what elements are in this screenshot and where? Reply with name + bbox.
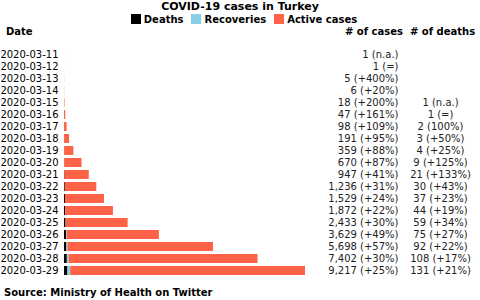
svg-text:670 (+87%): 670 (+87%) bbox=[338, 157, 399, 168]
svg-text:947 (+41%): 947 (+41%) bbox=[338, 169, 399, 180]
svg-text:2020-03-18: 2020-03-18 bbox=[0, 133, 58, 144]
svg-text:2020-03-16: 2020-03-16 bbox=[0, 109, 58, 120]
svg-text:2020-03-28: 2020-03-28 bbox=[0, 253, 58, 264]
svg-text:44 (+19%): 44 (+19%) bbox=[413, 205, 467, 216]
svg-text:2020-03-25: 2020-03-25 bbox=[0, 217, 58, 228]
svg-text:2020-03-22: 2020-03-22 bbox=[0, 181, 58, 192]
svg-text:2020-03-13: 2020-03-13 bbox=[0, 73, 58, 84]
svg-text:2020-03-24: 2020-03-24 bbox=[0, 205, 58, 216]
svg-text:1 (n.a.): 1 (n.a.) bbox=[362, 49, 398, 60]
svg-text:47 (+161%): 47 (+161%) bbox=[338, 109, 399, 120]
svg-text:2 (100%): 2 (100%) bbox=[418, 121, 464, 132]
svg-text:98 (+109%): 98 (+109%) bbox=[338, 121, 399, 132]
html-text:Active cases: Active cases bbox=[287, 14, 358, 25]
svg-text:2020-03-21: 2020-03-21 bbox=[0, 169, 58, 180]
svg-text:6 (+20%): 6 (+20%) bbox=[351, 85, 399, 96]
svg-text:1,529 (+24%): 1,529 (+24%) bbox=[328, 193, 398, 204]
svg-text:2020-03-20: 2020-03-20 bbox=[0, 157, 58, 168]
svg-text:2020-03-14: 2020-03-14 bbox=[0, 85, 58, 96]
svg-text:4 (+25%): 4 (+25%) bbox=[417, 145, 465, 156]
svg-text:1,872 (+22%): 1,872 (+22%) bbox=[328, 205, 398, 216]
svg-text:75 (+27%): 75 (+27%) bbox=[413, 229, 467, 240]
svg-text:92 (+22%): 92 (+22%) bbox=[413, 241, 467, 252]
svg-text:131 (+21%): 131 (+21%) bbox=[410, 265, 471, 276]
svg-text:18 (+200%): 18 (+200%) bbox=[338, 97, 399, 108]
svg-text:1 (=): 1 (=) bbox=[428, 109, 454, 120]
html-text:COVID-19 cases in Turkey: COVID-19 cases in Turkey bbox=[161, 0, 319, 13]
svg-text:59 (+34%): 59 (+34%) bbox=[413, 217, 467, 228]
svg-text:108 (+17%): 108 (+17%) bbox=[410, 253, 471, 264]
svg-text:9 (+125%): 9 (+125%) bbox=[413, 157, 467, 168]
html-text:# of deaths: # of deaths bbox=[410, 26, 476, 37]
svg-text:9,217 (+25%): 9,217 (+25%) bbox=[328, 265, 398, 276]
svg-text:2,433 (+30%): 2,433 (+30%) bbox=[328, 217, 398, 228]
svg-text:5 (+400%): 5 (+400%) bbox=[344, 73, 398, 84]
svg-text:7,402 (+30%): 7,402 (+30%) bbox=[328, 253, 398, 264]
svg-text:30 (+43%): 30 (+43%) bbox=[413, 181, 467, 192]
svg-text:1 (=): 1 (=) bbox=[373, 61, 399, 72]
svg-text:2020-03-15: 2020-03-15 bbox=[0, 97, 58, 108]
html-text:Recoveries: Recoveries bbox=[204, 14, 267, 25]
svg-text:5,698 (+57%): 5,698 (+57%) bbox=[328, 241, 398, 252]
html-text:Date: Date bbox=[6, 26, 33, 37]
svg-text:21 (+133%): 21 (+133%) bbox=[410, 169, 471, 180]
svg-text:2020-03-11: 2020-03-11 bbox=[0, 49, 58, 60]
svg-text:37 (+23%): 37 (+23%) bbox=[413, 193, 467, 204]
svg-text:359 (+88%): 359 (+88%) bbox=[338, 145, 399, 156]
svg-text:2020-03-12: 2020-03-12 bbox=[0, 61, 58, 72]
svg-text:2020-03-29: 2020-03-29 bbox=[0, 265, 58, 276]
html-text:# of cases: # of cases bbox=[345, 26, 403, 37]
svg-text:3,629 (+49%): 3,629 (+49%) bbox=[328, 229, 398, 240]
svg-text:3 (+50%): 3 (+50%) bbox=[417, 133, 465, 144]
html-text:Source: Ministry of Health on: Source: Ministry of Health on Twitter bbox=[4, 287, 213, 298]
svg-text:2020-03-19: 2020-03-19 bbox=[0, 145, 58, 156]
svg-text:2020-03-23: 2020-03-23 bbox=[0, 193, 58, 204]
svg-text:1,236 (+31%): 1,236 (+31%) bbox=[328, 181, 398, 192]
svg-text:1 (n.a.): 1 (n.a.) bbox=[422, 97, 458, 108]
svg-text:2020-03-17: 2020-03-17 bbox=[0, 121, 58, 132]
svg-text:2020-03-27: 2020-03-27 bbox=[0, 241, 58, 252]
svg-text:2020-03-26: 2020-03-26 bbox=[0, 229, 58, 240]
html-text:Deaths: Deaths bbox=[143, 14, 184, 25]
svg-text:191 (+95%): 191 (+95%) bbox=[338, 133, 399, 144]
